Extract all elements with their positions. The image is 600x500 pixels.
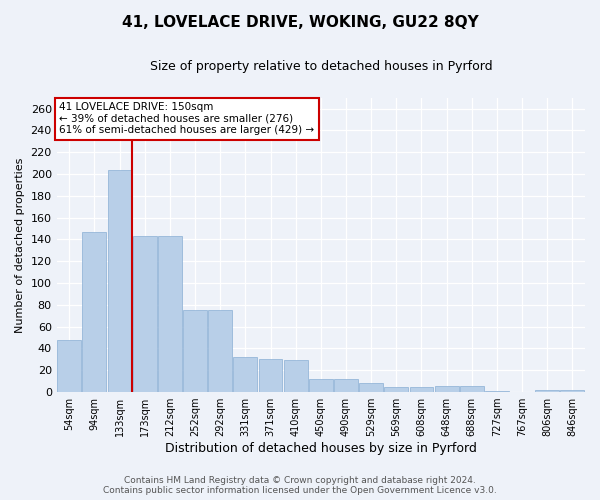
Bar [309,379,333,392]
Bar [57,340,81,392]
Text: 41, LOVELACE DRIVE, WOKING, GU22 8QY: 41, LOVELACE DRIVE, WOKING, GU22 8QY [122,15,478,30]
X-axis label: Distribution of detached houses by size in Pyrford: Distribution of detached houses by size … [165,442,477,455]
Bar [385,386,408,392]
Bar [284,360,308,392]
Bar [434,386,458,392]
Text: 41 LOVELACE DRIVE: 150sqm
← 39% of detached houses are smaller (276)
61% of semi: 41 LOVELACE DRIVE: 150sqm ← 39% of detac… [59,102,314,136]
Bar [460,386,484,392]
Bar [158,236,182,392]
Bar [535,390,559,392]
Text: Contains HM Land Registry data © Crown copyright and database right 2024.
Contai: Contains HM Land Registry data © Crown c… [103,476,497,495]
Bar [183,310,207,392]
Bar [485,391,509,392]
Bar [82,232,106,392]
Bar [410,386,433,392]
Title: Size of property relative to detached houses in Pyrford: Size of property relative to detached ho… [149,60,492,73]
Bar [233,357,257,392]
Bar [208,310,232,392]
Bar [560,390,584,392]
Bar [107,170,131,392]
Bar [359,384,383,392]
Bar [133,236,157,392]
Bar [259,360,283,392]
Y-axis label: Number of detached properties: Number of detached properties [15,157,25,332]
Bar [334,379,358,392]
